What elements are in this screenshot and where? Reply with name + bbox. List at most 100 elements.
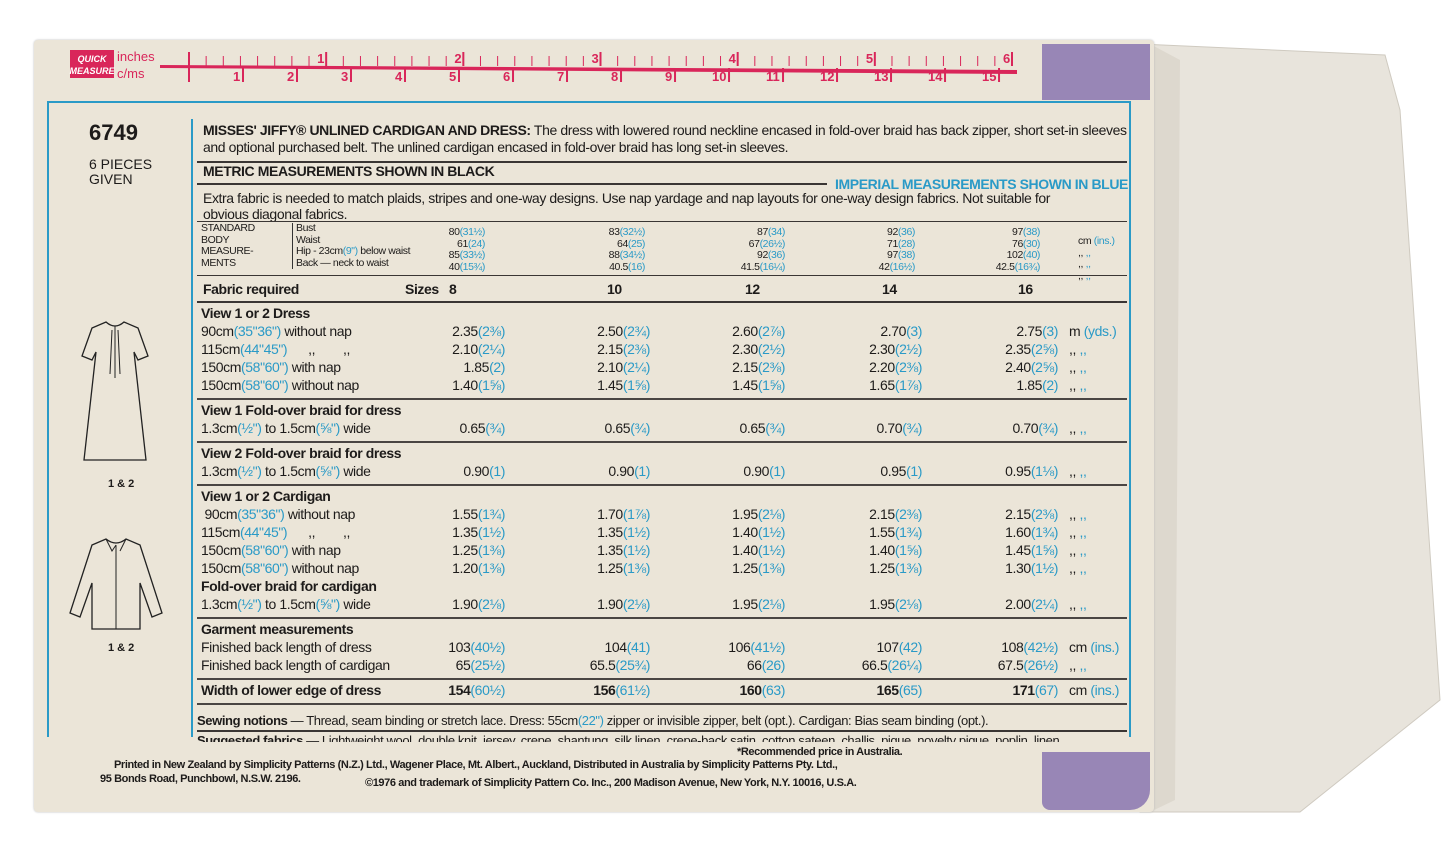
bm-value: 64(25) [617,237,645,250]
row-label: 115cm(44"45") ,, ,, [201,341,351,357]
value-cell: 67.5(26½) [997,657,1059,673]
value-cell: 1.25(1⅜) [869,560,922,576]
value-cell: 65.5(25¾) [589,657,651,673]
divider [197,275,1127,276]
bm-size-column: 80(31½) 61(24) 85(33½) 40(15¾) [410,226,486,273]
value-cell: 1.25(1⅜) [452,542,505,558]
body-measurements-label: STANDARD BODY MEASURE- MENTS [201,222,255,269]
value-cell: 108(42½) [1001,639,1058,655]
bm-unit: ,, ,, [1078,258,1091,270]
value-cell: 2.70(3) [880,323,922,339]
value-cell: 2.35(2⅝) [1005,341,1058,357]
table-row: 150cm(58"60") without nap 1.40(1⅝) 1.45(1⅝… [197,377,1127,395]
pattern-title: MISSES' JIFFY® UNLINED CARDIGAN AND DRES… [203,122,531,138]
unit-cell: ,, ,, [1069,420,1087,436]
value-cell: 0.65(¾) [604,420,651,436]
bm-value: 97(38) [1012,226,1040,238]
suggested-fabrics: Suggested fabrics — Lightweight wool, do… [197,730,1127,742]
bm-value: 42(16½) [878,260,916,273]
value-cell: 0.90(1) [463,463,505,479]
notions-text: — Thread, seam binding or stretch lace. … [287,713,579,728]
unit-cell: m (yds.) [1069,323,1117,339]
ruler-logo-text: QUICK [78,54,109,64]
value-cell: 2.30(2½) [732,341,785,357]
bm-label-line: BODY [201,233,230,246]
inch-number: 3 [592,51,599,66]
value-cell: 0.65(¾) [459,420,506,436]
unit-cell: ,, ,, [1069,524,1087,540]
table-row: 1.3cm(½") to 1.5cm(⅝") wide 0.90(1) 0.90(1… [197,463,1127,481]
bm-value: 71(28) [887,237,915,250]
value-cell: 2.00(2¼) [1005,596,1058,612]
cm-number: 12 [820,69,834,84]
value-cell: 1.35(1½) [597,524,650,540]
value-cell: 2.10(2¼) [452,341,505,357]
suggested-text: — Lightweight wool, double knit, jersey,… [302,733,1063,742]
value-cell: 106(41½) [728,639,785,655]
fabric-required-label: Fabric required [203,281,299,297]
cm-number: 7 [557,69,564,84]
table-row: 1.3cm(½") to 1.5cm(⅝") wide 0.65(¾) 0.65(¾… [197,420,1127,438]
cm-number: 4 [395,69,403,84]
table-row: 1.3cm(½") to 1.5cm(⅝") wide 1.90(2⅛) 1.90(… [197,596,1127,614]
table-row: 150cm(58"60") with nap 1.25(1⅜) 1.35(1½) 1.… [197,542,1127,560]
value-cell: 2.50(2¾) [597,323,650,339]
cardigan-view-label: 1 & 2 [108,642,135,654]
bm-size-column: 97(38) 76(30) 102(40) 42.5(16¾) [965,226,1041,273]
value-cell: 2.15(2⅜) [869,506,922,522]
section-subtitle: Fold-over braid for cardigan [201,578,377,594]
value-cell: 0.65(¾) [739,420,786,436]
value-cell: 2.30(2½) [869,341,922,357]
bm-value: 61(24) [457,237,485,250]
value-cell: 2.10(2¼) [597,359,650,375]
value-cell: 2.40(2⅝) [1005,359,1058,375]
cm-number: 8 [611,69,618,84]
size-12: 12 [745,281,760,297]
pattern-description: MISSES' JIFFY® UNLINED CARDIGAN AND DRES… [203,122,1128,156]
inch-number: 5 [866,51,873,66]
table-row: Finished back length of cardigan 65(25½) 6… [197,657,1127,675]
bm-waist: Waist [296,233,320,246]
value-cell: 1.40(1⅝) [869,542,922,558]
value-cell: 2.35(2⅜) [452,323,505,339]
ruler-logo-text: MEASURE [69,66,115,76]
value-cell: 1.85(2) [1016,377,1058,393]
bm-unit: ,, ,, [1078,269,1091,282]
value-cell: 2.60(2⅞) [732,323,785,339]
row-label: 1.3cm(½") to 1.5cm(⅝") wide [201,420,371,436]
ruler-logo [70,50,114,78]
divider [197,301,1127,303]
value-cell: 66.5(26¼) [861,657,923,673]
section-title: View 1 or 2 Dress [201,305,310,321]
bm-value: 88(34½) [608,249,646,261]
cm-number: 14 [928,69,943,84]
bm-size-column: 87(34) 67(26½) 92(36) 41.5(16¼) [710,226,786,273]
bm-value: 92(36) [887,226,915,238]
value-cell: 0.95(1⅛) [1005,463,1058,479]
sewing-notions: Sewing notions — Thread, seam binding or… [197,710,1127,732]
row-label: Finished back length of cardigan [201,657,390,673]
table-row: 150cm(58"60") without nap 1.20(1⅜) 1.25(1⅜… [197,560,1127,578]
bm-bust: Bust [296,222,316,234]
footer-printed: Printed in New Zealand by Simplicity Pat… [114,759,838,771]
bm-label-line: MENTS [201,256,236,269]
value-cell: 1.40(1½) [732,542,785,558]
fabric-section: Garment measurements Finished back length… [197,619,1127,680]
value-cell: 65(25½) [455,657,506,673]
fabric-note: Extra fabric is needed to match plaids, … [203,190,1051,222]
inch-number: 2 [454,51,461,66]
row-label: 150cm(58"60") with nap [201,542,341,558]
cm-number: 13 [874,69,888,84]
notions-text-2: zipper or invisible zipper, belt (opt.).… [603,713,989,728]
cm-number: 3 [341,69,348,84]
value-cell: 1.55(1¾) [452,506,505,522]
fabric-section: View 1 Fold-over braid for dress 1.3cm(½"… [197,400,1127,443]
footer-address: 95 Bonds Road, Punchbowl, N.S.W. 2196. [100,773,301,785]
table-row: 115cm(44"45") ,, ,, 1.35(1½) 1.35(1½) 1.40(… [197,524,1127,542]
fabric-section: Width of lower edge of dress 154(60½) 156(… [197,680,1127,705]
value-cell: 1.95(2⅛) [732,506,785,522]
value-cell: 2.75(3) [1016,323,1058,339]
bm-unit: ,, ,, [1078,246,1091,259]
cm-label: c/ms [117,66,145,81]
